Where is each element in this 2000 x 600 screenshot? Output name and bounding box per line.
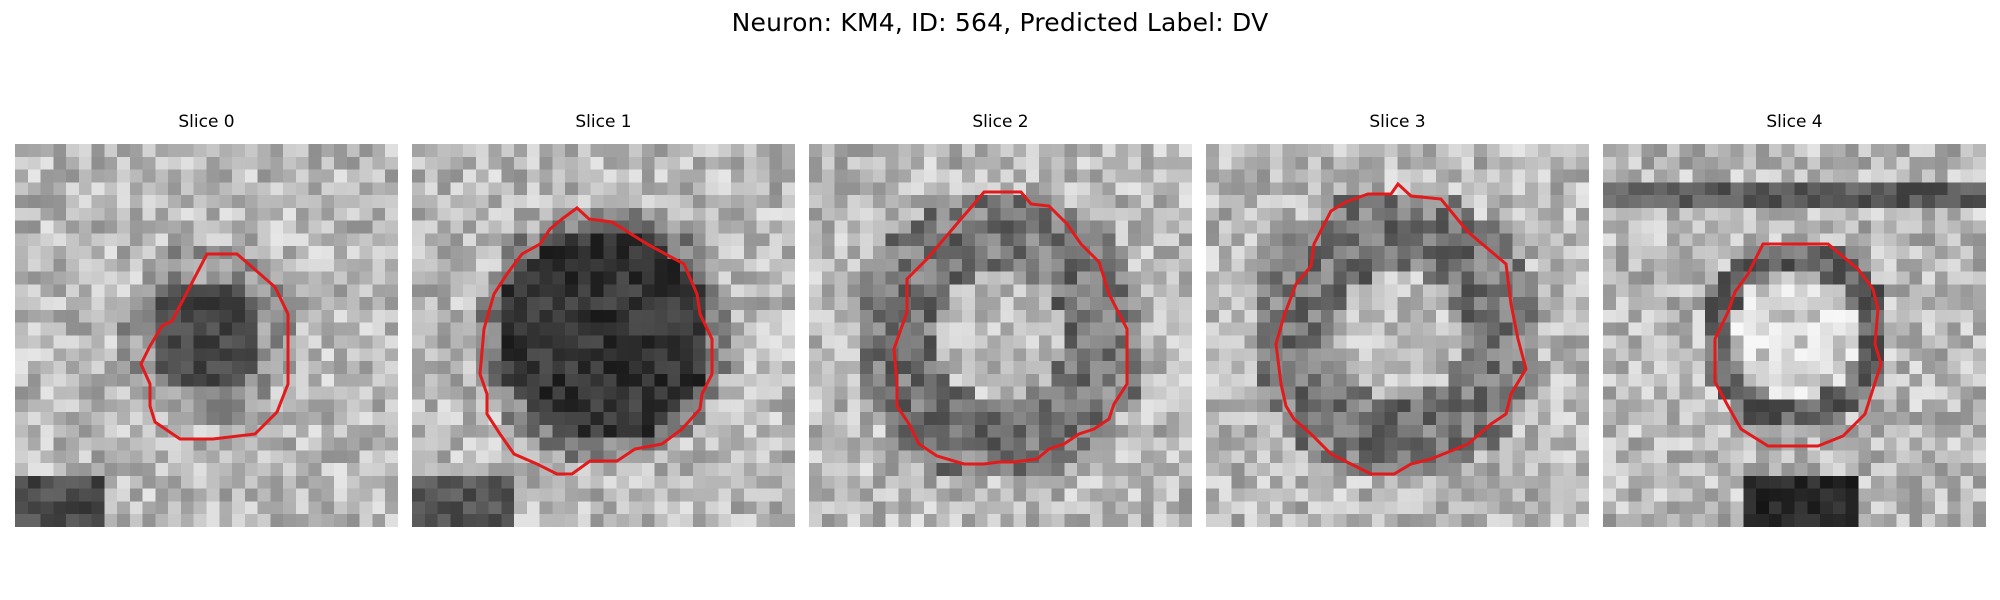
slice-grayscale-image (412, 144, 795, 527)
slice-image-frame (1206, 144, 1589, 527)
slice-svg (139, 252, 290, 441)
slice-image-frame (809, 144, 1192, 527)
segmentation-contour (139, 252, 290, 441)
slice-svg (478, 206, 714, 476)
slice-image-frame (412, 144, 795, 527)
slice-title: Slice 3 (1369, 112, 1426, 132)
slice-panel-4: Slice 4 (1603, 110, 1986, 527)
slice-svg (1713, 242, 1883, 448)
slice-title: Slice 0 (178, 112, 235, 132)
slice-svg (892, 190, 1129, 466)
slice-panel-3: Slice 3 (1206, 110, 1589, 527)
slice-panel-0: Slice 0 (15, 110, 398, 527)
slice-grayscale-image (1603, 144, 1986, 527)
slice-image-frame (15, 144, 398, 527)
segmentation-contour (1274, 181, 1528, 476)
slice-panel-2: Slice 2 (809, 110, 1192, 527)
slice-grayscale-image (15, 144, 398, 527)
slice-title: Slice 4 (1766, 112, 1823, 132)
slice-title: Slice 2 (972, 112, 1029, 132)
slice-title: Slice 1 (575, 112, 632, 132)
segmentation-contour (478, 206, 714, 476)
slice-image-frame (1603, 144, 1986, 527)
segmentation-contour (1713, 242, 1883, 448)
slice-panel-1: Slice 1 (412, 110, 795, 527)
segmentation-contour (892, 190, 1129, 466)
slice-grayscale-image (1206, 144, 1589, 527)
figure-title: Neuron: KM4, ID: 564, Predicted Label: D… (731, 8, 1269, 37)
slice-svg (1274, 181, 1528, 476)
